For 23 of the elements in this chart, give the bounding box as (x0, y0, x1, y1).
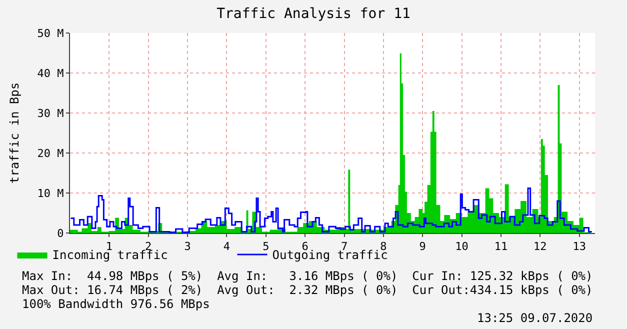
x-tick-label: 4 (223, 240, 230, 254)
y-tick-label: 40 M (37, 66, 64, 80)
x-tick-label: 9 (419, 240, 426, 254)
x-tick-label: 13 (572, 240, 586, 254)
text: Max In: 44.98 MBps ( 5%) Avg In: 3.16 MBps ( 0%) Cur In: 125.32 kBps ( 0%) (22, 269, 593, 283)
y-tick-label: 10 M (37, 186, 64, 200)
y-tick-label: 50 M (37, 26, 64, 40)
x-tick-label: 3 (184, 240, 191, 254)
text: 13:25 09.07.2020 (477, 311, 593, 325)
chart-title: Traffic Analysis for 11 (216, 6, 410, 22)
y-tick-label: 20 M (37, 146, 64, 160)
x-tick-label: 8 (380, 240, 387, 254)
y-tick-label: 0 (57, 226, 64, 240)
text: 100% Bandwidth 976.56 MBps (22, 297, 210, 311)
text: Max Out: 16.74 MBps ( 2%) Avg Out: 2.32 MBps ( 0%) Cur Out:434.15 kBps ( 0%) (22, 283, 593, 297)
x-tick-label: 11 (494, 240, 508, 254)
x-tick-label: 1 (106, 240, 112, 254)
x-tick-label: 12 (534, 240, 547, 254)
y-tick-label: 30 M (37, 106, 64, 120)
x-tick-label: 10 (455, 240, 468, 254)
x-tick-label: 5 (262, 240, 270, 254)
y-axis-title: traffic in Bps (8, 82, 22, 184)
x-tick-label: 6 (302, 240, 308, 254)
